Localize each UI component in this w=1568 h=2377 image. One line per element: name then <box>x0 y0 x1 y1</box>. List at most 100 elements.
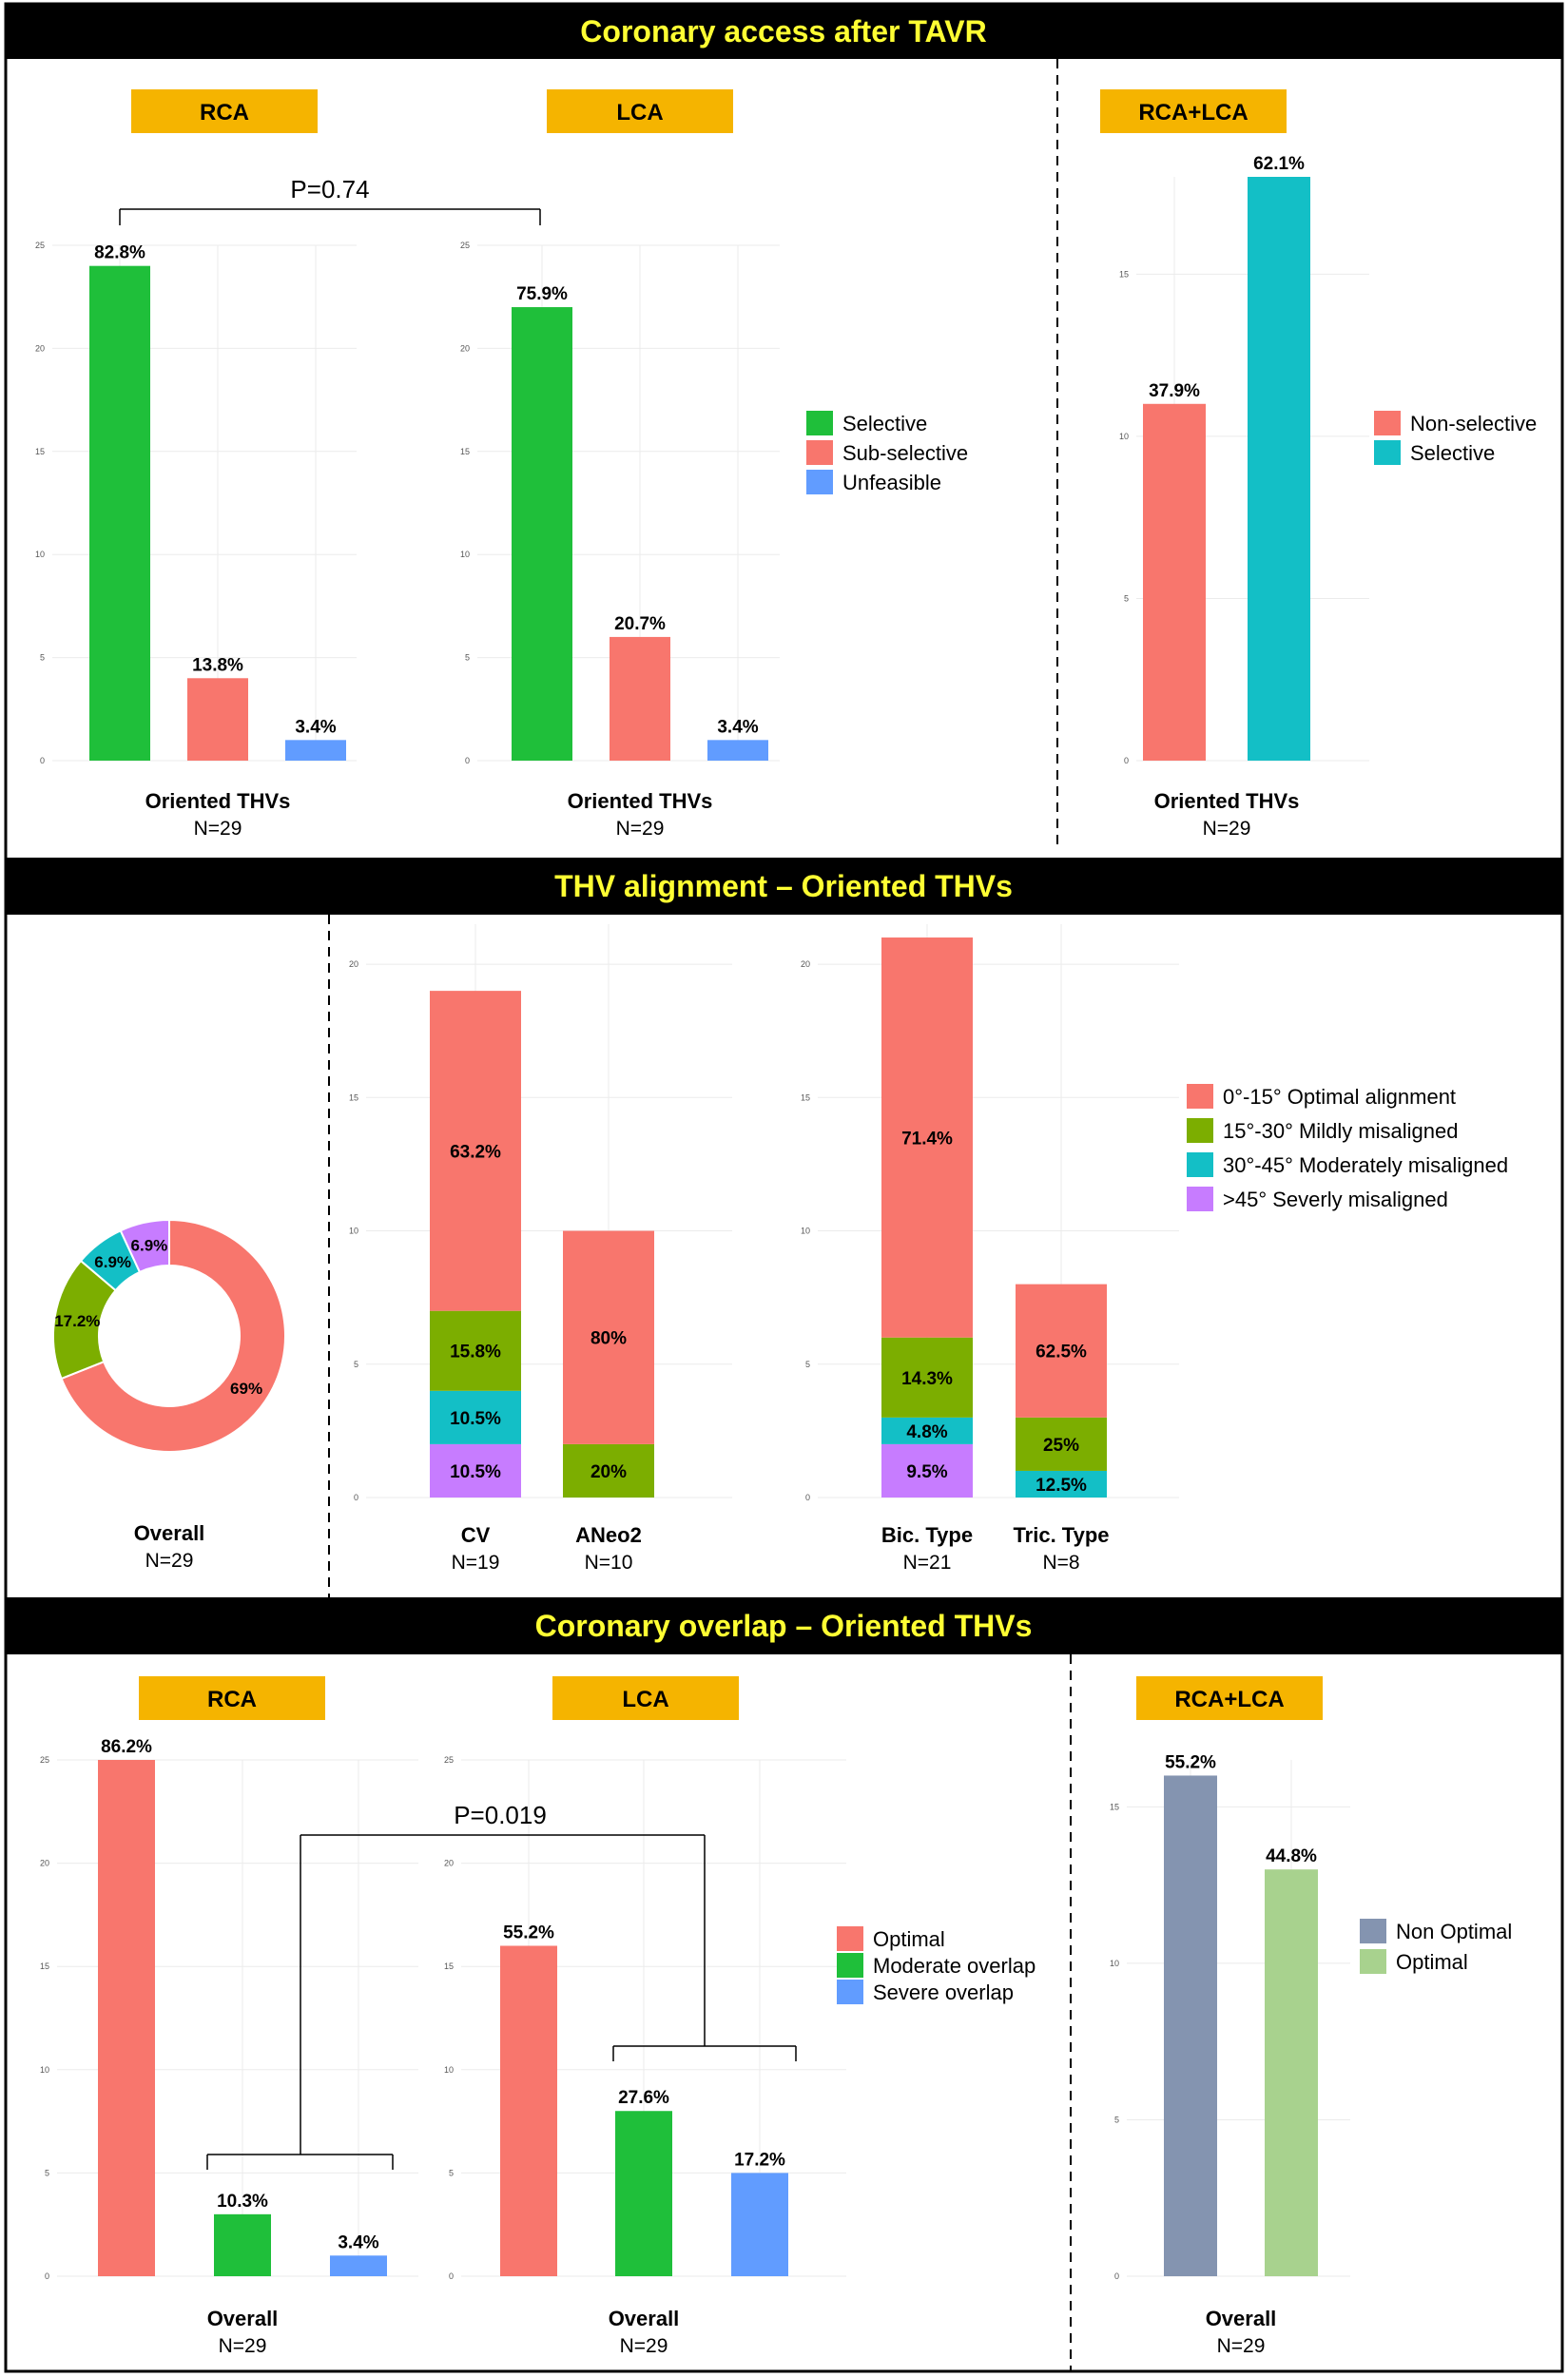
access_rca-xlabel: Oriented THVs <box>145 789 291 813</box>
overlap_both-bar-label: 55.2% <box>1165 1752 1216 1772</box>
alignment_valve-segment-label: 10.5% <box>450 1462 501 1482</box>
access-pvalue: P=0.74 <box>290 175 369 203</box>
access3-legend-label: Unfeasible <box>842 471 941 494</box>
overlap_lca-bar-label: 27.6% <box>618 2088 669 2108</box>
overlap_rca-n: N=29 <box>219 2335 267 2357</box>
access3-legend-swatch <box>806 411 833 435</box>
overlap2-legend-swatch <box>1360 1919 1386 1943</box>
access_both-ytick: 15 <box>1119 269 1129 279</box>
section-access-title: Coronary access after TAVR <box>580 14 986 48</box>
alignment-legend-swatch <box>1187 1118 1213 1143</box>
section-access-header <box>6 4 1562 59</box>
alignment-legend-label: 0°-15° Optimal alignment <box>1223 1085 1456 1109</box>
alignment_valve-segment-label: 63.2% <box>450 1142 501 1162</box>
access-rca-tag: RCA <box>131 89 318 133</box>
alignment_type-ytick: 20 <box>801 959 810 969</box>
access_lca-ytick: 25 <box>460 241 470 250</box>
overlap_rca-bar-label: 10.3% <box>217 2192 268 2212</box>
overlap2-legend-label: Optimal <box>1396 1950 1468 1974</box>
section-alignment-header <box>6 858 1562 915</box>
overlap_both-xlabel: Overall <box>1206 2307 1277 2330</box>
alignment-legend-swatch <box>1187 1084 1213 1109</box>
overlap3-legend-label: Severe overlap <box>873 1981 1014 2004</box>
overlap2-legend-label: Non Optimal <box>1396 1920 1512 1943</box>
overlap_rca-ytick: 10 <box>40 2065 49 2075</box>
access-both-tag: RCA+LCA <box>1100 89 1287 133</box>
alignment_valve-category: CV <box>461 1523 491 1547</box>
alignment_valve-category: ANeo2 <box>575 1523 642 1547</box>
overlap_both-bar-label: 44.8% <box>1266 1846 1317 1866</box>
overlap_both-ytick: 10 <box>1110 1959 1119 1968</box>
overlap_lca-xlabel: Overall <box>609 2307 680 2330</box>
overlap_rca-bar-label: 86.2% <box>101 1737 152 1757</box>
overlap_rca-bar-moderate-overlap <box>214 2213 271 2276</box>
overlap_lca-bar-label: 17.2% <box>734 2150 785 2170</box>
alignment_type-segment-label: 4.8% <box>906 1422 947 1442</box>
access_rca-ytick: 10 <box>35 550 45 559</box>
access_lca-bar-label: 3.4% <box>717 717 758 737</box>
alignment_type-segment-label: 62.5% <box>1036 1343 1087 1362</box>
access_rca-ytick: 5 <box>40 653 45 663</box>
overlap_both-n: N=29 <box>1217 2335 1266 2357</box>
access-rca-tag-label: RCA <box>200 100 249 126</box>
alignment_valve-segment <box>430 1390 521 1444</box>
access_rca-bar-label: 3.4% <box>295 717 336 737</box>
access_rca-n: N=29 <box>194 818 242 840</box>
access_both-ytick: 0 <box>1124 756 1129 765</box>
overlap_lca-bar-severe-overlap <box>731 2173 788 2276</box>
access-rca-tag-box <box>131 89 318 133</box>
overlap_rca-ytick: 0 <box>45 2271 49 2281</box>
alignment_valve-segment <box>430 1443 521 1498</box>
access_rca-bar-sub-selective <box>187 678 248 761</box>
alignment_type-segment <box>1016 1417 1107 1471</box>
access_both-bar-non-selective <box>1143 403 1206 761</box>
access_lca-bar-unfeasible <box>707 740 768 761</box>
section-alignment-title: THV alignment – Oriented THVs <box>554 869 1013 903</box>
alignment_type-segment-label: 12.5% <box>1036 1476 1087 1496</box>
alignment-legend-label: >45° Severly misaligned <box>1223 1188 1448 1211</box>
overlap3-legend-label: Optimal <box>873 1927 945 1951</box>
access2-legend-label: Selective <box>1410 441 1495 465</box>
overlap2-legend-swatch <box>1360 1949 1386 1974</box>
overlap_both-bar-optimal <box>1265 1869 1318 2276</box>
access3-legend-swatch <box>806 470 833 494</box>
access-lca-tag: LCA <box>547 89 733 133</box>
overlap_both-ytick: 15 <box>1110 1802 1119 1811</box>
access_lca-ytick: 0 <box>465 756 470 765</box>
overlap_rca-ytick: 20 <box>40 1859 49 1868</box>
section-overlap-header <box>6 1597 1562 1654</box>
alignment_valve-segment-label: 10.5% <box>450 1409 501 1429</box>
overlap_both-ytick: 0 <box>1114 2271 1119 2281</box>
overlap_lca-ytick: 0 <box>449 2271 454 2281</box>
overlap_rca-xlabel: Overall <box>207 2307 279 2330</box>
overlap_lca-bar-moderate-overlap <box>615 2111 672 2276</box>
alignment_type-segment <box>881 1337 973 1418</box>
alignment_valve-segment <box>563 1230 654 1444</box>
alignment_type-segment-label: 71.4% <box>901 1129 953 1149</box>
overlap_lca-bar-label: 55.2% <box>503 1923 554 1942</box>
access_both-ytick: 10 <box>1119 432 1129 441</box>
access2-legend-swatch <box>1374 411 1401 435</box>
alignment_type-segment <box>881 937 973 1338</box>
alignment_valve-segment-label: 15.8% <box>450 1343 501 1362</box>
alignment_valve-ytick: 5 <box>354 1360 358 1369</box>
alignment-legend-swatch <box>1187 1152 1213 1177</box>
alignment-legend-label: 15°-30° Mildly misaligned <box>1223 1119 1458 1143</box>
alignment_type-ytick: 5 <box>805 1360 810 1369</box>
access-lca-tag-box <box>547 89 733 133</box>
alignment_type-ytick: 10 <box>801 1227 810 1236</box>
alignment_type-segment <box>1016 1284 1107 1418</box>
access_lca-ytick: 20 <box>460 343 470 353</box>
access_both-bar-label: 62.1% <box>1253 154 1305 174</box>
overlap-both-tag: RCA+LCA <box>1136 1676 1323 1720</box>
overlap_lca-ytick: 25 <box>444 1755 454 1765</box>
alignment_type-n: N=21 <box>903 1552 952 1574</box>
overlap_both-bar-non-optimal <box>1164 1775 1217 2276</box>
alignment_type-segment <box>881 1417 973 1444</box>
donut-slice-label: 69% <box>230 1380 262 1398</box>
overlap-rca-tag: RCA <box>139 1676 325 1720</box>
access_both-n: N=29 <box>1203 818 1251 840</box>
overlap-lca-tag-label: LCA <box>622 1687 668 1712</box>
alignment_valve-segment-label: 80% <box>590 1329 627 1349</box>
